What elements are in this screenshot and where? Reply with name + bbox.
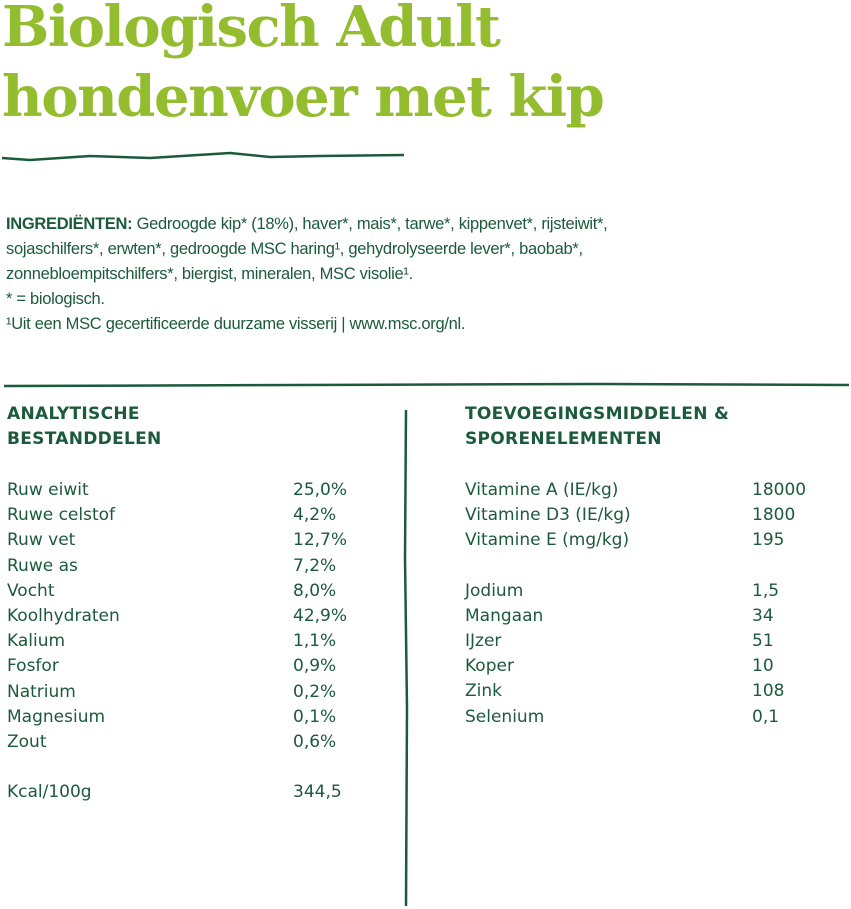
- row-value: 0,9%: [293, 656, 337, 677]
- row-label: Mangaan: [465, 605, 544, 626]
- table-row: Kalium 1,1%: [7, 629, 347, 654]
- row-value: 12,7%: [293, 530, 348, 551]
- row-value: 51: [752, 630, 774, 651]
- analytical-heading-line-1: ANALYTISCHE: [7, 404, 140, 424]
- row-value: 0,6%: [293, 731, 337, 752]
- table-row: Vitamine D3 (IE/kg) 1800: [465, 503, 806, 528]
- row-value: 0,2%: [293, 681, 337, 702]
- row-value: 344,5: [293, 782, 342, 803]
- row-label: Koper: [465, 656, 514, 677]
- analytical-heading-line-2: BESTANDDELEN: [7, 429, 162, 449]
- row-value: 1,5: [752, 580, 780, 601]
- row-value: 7,2%: [293, 555, 337, 576]
- ingredients-line-1: Gedroogde kip* (18%), haver*, mais*, tar…: [132, 215, 608, 233]
- table-row: Koper 10: [465, 654, 806, 679]
- row-value: 25,0%: [293, 480, 348, 500]
- table-row: Zout 0,6%: [7, 730, 347, 755]
- row-label: Vitamine D3 (IE/kg): [465, 505, 631, 526]
- row-value: 108: [752, 681, 785, 702]
- table-row: Ruwe as 7,2%: [7, 554, 347, 579]
- msc-note: ¹Uit een MSC gecertificeerde duurzame vi…: [6, 315, 466, 333]
- row-label: Ruwe as: [7, 555, 78, 576]
- additives-heading-line-1: TOEVOEGINGSMIDDELEN &: [465, 404, 730, 424]
- row-value: 1800: [752, 505, 796, 526]
- analytical-heading: ANALYTISCHE BESTANDDELEN: [7, 402, 162, 452]
- row-label: Vitamine A (IE/kg): [465, 480, 619, 500]
- additives-heading: TOEVOEGINGSMIDDELEN & SPORENELEMENTEN: [465, 402, 729, 452]
- table-row: Ruw vet 12,7%: [7, 528, 347, 553]
- product-title: Biologisch Adult hondenvoer met kip: [2, 0, 605, 132]
- row-label: Natrium: [7, 681, 76, 702]
- ingredients-block: INGREDIËNTEN: Gedroogde kip* (18%), have…: [6, 212, 846, 337]
- organic-note: * = biologisch.: [6, 290, 105, 308]
- row-value: 10: [752, 656, 774, 677]
- row-label: Ruw vet: [7, 530, 76, 551]
- table-row: Natrium 0,2%: [7, 680, 347, 705]
- row-label: Jodium: [465, 580, 524, 601]
- ingredients-line-3: zonnebloempitschilfers*, biergist, miner…: [6, 265, 413, 283]
- vertical-divider: [403, 409, 409, 907]
- table-row: Vitamine A (IE/kg) 18000: [465, 478, 806, 503]
- additives-heading-line-2: SPORENELEMENTEN: [465, 429, 662, 449]
- table-row: Koolhydraten 42,9%: [7, 604, 347, 629]
- row-label: Zout: [7, 731, 47, 752]
- row-label: Kcal/100g: [7, 782, 92, 803]
- table-row: IJzer 51: [465, 629, 806, 654]
- row-label: Koolhydraten: [7, 605, 120, 626]
- table-row: Ruwe celstof 4,2%: [7, 503, 347, 528]
- row-value: 42,9%: [293, 605, 348, 626]
- row-label: Ruwe celstof: [7, 505, 116, 526]
- wavy-divider: [1, 151, 405, 162]
- row-label: Vocht: [7, 580, 55, 601]
- table-row: Ruw eiwit 25,0%: [7, 478, 347, 503]
- table-row: Kcal/100g 344,5: [7, 780, 347, 805]
- row-value: 0,1: [752, 706, 780, 727]
- row-value: 0,1%: [293, 706, 337, 727]
- ingredients-label: INGREDIËNTEN:: [6, 215, 133, 233]
- row-value: 8,0%: [293, 580, 337, 601]
- row-label: Selenium: [465, 706, 545, 727]
- horizontal-divider: [3, 382, 850, 388]
- table-row: Vocht 8,0%: [7, 579, 347, 604]
- row-label: IJzer: [465, 630, 502, 651]
- table-row: Vitamine E (mg/kg) 195: [465, 528, 806, 553]
- row-label: Zink: [465, 681, 502, 702]
- ingredients-line-2: sojaschilfers*, erwten*, gedroogde MSC h…: [6, 240, 583, 258]
- table-row: Fosfor 0,9%: [7, 654, 347, 679]
- title-line-2: hondenvoer met kip: [2, 64, 605, 130]
- row-label: Fosfor: [7, 656, 59, 677]
- row-value: 34: [752, 605, 774, 626]
- row-label: Magnesium: [7, 706, 106, 727]
- table-row: Jodium 1,5: [465, 579, 806, 604]
- analytical-table: Ruw eiwit 25,0% Ruwe celstof 4,2% Ruw vet 12,…: [7, 478, 347, 805]
- row-label: Vitamine E (mg/kg): [465, 530, 630, 551]
- table-row: Zink 108: [465, 679, 806, 704]
- row-value: 1,1%: [293, 631, 337, 652]
- row-label: Ruw eiwit: [7, 480, 89, 500]
- title-line-1: Biologisch Adult: [2, 0, 501, 60]
- row-label: Kalium: [7, 631, 66, 652]
- row-value: 195: [752, 530, 785, 551]
- table-row: Selenium 0,1: [465, 705, 806, 730]
- row-value: 4,2%: [293, 505, 337, 526]
- table-row: Mangaan 34: [465, 604, 806, 629]
- additives-table: Vitamine A (IE/kg) 18000 Vitamine D3 (IE/k…: [465, 478, 806, 730]
- row-value: 18000: [752, 480, 807, 500]
- table-row: Magnesium 0,1%: [7, 705, 347, 730]
